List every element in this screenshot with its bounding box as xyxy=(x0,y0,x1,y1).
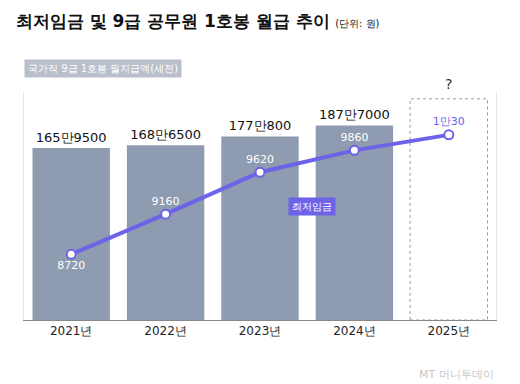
svg-text:MT 머니투데이: MT 머니투데이 xyxy=(419,368,494,381)
svg-text:국가직 9급 1호봉 월지급액(세전): 국가직 9급 1호봉 월지급액(세전) xyxy=(28,63,178,74)
svg-text:2021년: 2021년 xyxy=(50,324,93,338)
svg-text:168만6500: 168만6500 xyxy=(130,127,201,142)
svg-text:?: ? xyxy=(445,76,452,92)
svg-text:8720: 8720 xyxy=(57,259,85,272)
svg-text:2024년: 2024년 xyxy=(333,324,376,338)
svg-text:최저임금: 최저임금 xyxy=(292,201,332,212)
svg-text:최저임금 및 9급 공무원 1호봉 월급 추이 (단위: 원: 최저임금 및 9급 공무원 1호봉 월급 추이 (단위: 원) xyxy=(16,11,380,31)
svg-text:9620: 9620 xyxy=(246,153,274,166)
svg-text:1만30: 1만30 xyxy=(433,115,465,128)
svg-text:165만9500: 165만9500 xyxy=(36,130,107,145)
svg-text:9860: 9860 xyxy=(340,131,368,144)
svg-text:187만7000: 187만7000 xyxy=(319,107,390,122)
svg-text:9160: 9160 xyxy=(152,195,180,208)
svg-text:2025년: 2025년 xyxy=(428,324,471,338)
svg-text:2023년: 2023년 xyxy=(239,324,282,338)
svg-text:2022년: 2022년 xyxy=(144,324,187,338)
svg-text:177만800: 177만800 xyxy=(229,118,292,133)
